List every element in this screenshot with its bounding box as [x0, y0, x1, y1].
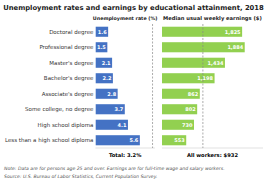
data-label: 862	[188, 91, 199, 97]
axis-line	[162, 148, 263, 149]
y-tick-label: Professional degree	[39, 44, 94, 51]
bar	[162, 135, 186, 145]
data-label: 1,198	[197, 75, 213, 81]
bar	[162, 42, 245, 52]
y-tick-label: Associate's degree	[42, 91, 94, 98]
data-label: 1,825	[225, 29, 241, 35]
data-label: 1,434	[208, 60, 224, 66]
annotation: Total: 3.2%	[109, 152, 142, 158]
bar	[162, 27, 242, 37]
bars	[162, 24, 245, 148]
y-tick-label: High school diploma	[38, 122, 94, 129]
bar	[162, 73, 215, 83]
bar	[95, 89, 117, 99]
panel: Median usual weekly earnings ($)1,8251,8…	[162, 15, 263, 158]
data-labels: 1.6 1.5 2.1 2.2 2.8 3.7 4.1 5.6	[97, 29, 139, 144]
axis-line	[95, 148, 154, 149]
data-label: 3.7	[114, 106, 123, 112]
y-tick-label: Doctoral degree	[49, 29, 94, 36]
y-tick-label: Some college, no degree	[25, 106, 94, 113]
data-label: 730	[182, 122, 193, 128]
note: Source: U.S. Bureau of Labor Statistics,…	[4, 174, 158, 179]
data-labels: 1,825 1,884 1,434 1,198 862 802 730 553	[174, 29, 243, 144]
note: Note: Data are for persons age 25 and ov…	[4, 166, 225, 171]
bar	[95, 104, 124, 114]
reference-line	[202, 24, 203, 148]
panel-title: Median usual weekly earnings ($)	[163, 15, 262, 22]
bar	[162, 120, 194, 130]
data-label: 1,884	[227, 44, 243, 50]
data-label: 1.6	[98, 29, 107, 35]
data-label: 1.5	[97, 44, 106, 50]
data-label: 2.2	[103, 75, 112, 81]
bar	[95, 120, 128, 130]
chart-title: Unemployment rates and earnings by educa…	[3, 4, 264, 12]
bar	[162, 89, 200, 99]
chart: Unemployment rates and earnings by educa…	[0, 0, 267, 189]
annotation: All workers: $932	[187, 152, 238, 158]
bar	[95, 27, 108, 37]
data-label: 2.1	[102, 60, 111, 66]
bar	[95, 73, 112, 83]
bar	[95, 42, 107, 52]
y-tick-label: Less than a high school diploma	[5, 137, 93, 144]
data-label: 802	[185, 106, 196, 112]
bar	[95, 135, 139, 145]
data-label: 5.6	[129, 137, 138, 143]
data-label: 2.8	[107, 91, 116, 97]
data-label: 553	[174, 137, 185, 143]
panel-title: Unemployment rate (%)	[93, 16, 158, 22]
y-tick-labels: Doctoral degree Professional degree Master…	[5, 29, 94, 145]
bars	[95, 24, 152, 148]
y-tick-label: Master's degree	[49, 60, 94, 67]
bar	[95, 58, 112, 68]
reference-line	[152, 24, 153, 148]
data-label: 4.1	[118, 122, 127, 128]
panel: Unemployment rate (%) 1.6 1.5 2.1 2.2 2.8 3.7 4…	[93, 16, 158, 158]
bar	[162, 58, 225, 68]
bar	[162, 104, 197, 114]
y-tick-label: Bachelor's degree	[44, 75, 94, 82]
